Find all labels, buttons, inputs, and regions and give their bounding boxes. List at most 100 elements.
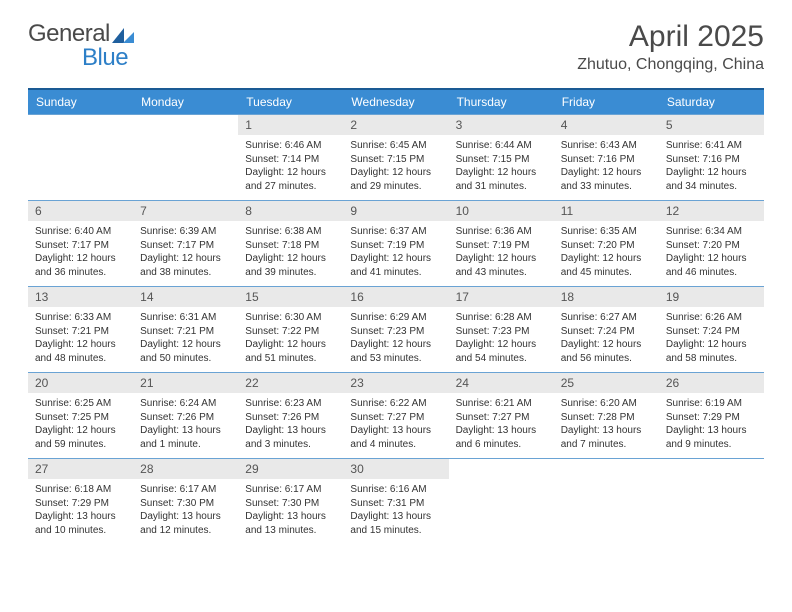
day-number: 26 <box>659 373 764 393</box>
month-title: April 2025 <box>577 20 764 54</box>
calendar-day-cell: 4Sunrise: 6:43 AMSunset: 7:16 PMDaylight… <box>554 115 659 201</box>
day-number: 24 <box>449 373 554 393</box>
logo-blue-row: Blue <box>28 44 128 72</box>
day-details: Sunrise: 6:31 AMSunset: 7:21 PMDaylight:… <box>133 307 238 369</box>
day-details: Sunrise: 6:29 AMSunset: 7:23 PMDaylight:… <box>343 307 448 369</box>
day-details: Sunrise: 6:25 AMSunset: 7:25 PMDaylight:… <box>28 393 133 455</box>
day-details: Sunrise: 6:45 AMSunset: 7:15 PMDaylight:… <box>343 135 448 197</box>
calendar-day-cell: 7Sunrise: 6:39 AMSunset: 7:17 PMDaylight… <box>133 201 238 287</box>
day-details: Sunrise: 6:46 AMSunset: 7:14 PMDaylight:… <box>238 135 343 197</box>
calendar-table: SundayMondayTuesdayWednesdayThursdayFrid… <box>28 88 764 545</box>
calendar-day-cell: 19Sunrise: 6:26 AMSunset: 7:24 PMDayligh… <box>659 287 764 373</box>
calendar-week-row: 1Sunrise: 6:46 AMSunset: 7:14 PMDaylight… <box>28 115 764 201</box>
weekday-header: Tuesday <box>238 89 343 115</box>
calendar-day-cell: 17Sunrise: 6:28 AMSunset: 7:23 PMDayligh… <box>449 287 554 373</box>
weekday-header: Thursday <box>449 89 554 115</box>
calendar-week-row: 13Sunrise: 6:33 AMSunset: 7:21 PMDayligh… <box>28 287 764 373</box>
day-details: Sunrise: 6:16 AMSunset: 7:31 PMDaylight:… <box>343 479 448 541</box>
calendar-day-cell: 2Sunrise: 6:45 AMSunset: 7:15 PMDaylight… <box>343 115 448 201</box>
day-number: 28 <box>133 459 238 479</box>
calendar-day-cell: 28Sunrise: 6:17 AMSunset: 7:30 PMDayligh… <box>133 459 238 545</box>
day-number: 13 <box>28 287 133 307</box>
calendar-day-cell <box>449 459 554 545</box>
day-number: 20 <box>28 373 133 393</box>
day-details: Sunrise: 6:18 AMSunset: 7:29 PMDaylight:… <box>28 479 133 541</box>
calendar-day-cell: 10Sunrise: 6:36 AMSunset: 7:19 PMDayligh… <box>449 201 554 287</box>
day-details: Sunrise: 6:44 AMSunset: 7:15 PMDaylight:… <box>449 135 554 197</box>
calendar-week-row: 6Sunrise: 6:40 AMSunset: 7:17 PMDaylight… <box>28 201 764 287</box>
calendar-day-cell: 25Sunrise: 6:20 AMSunset: 7:28 PMDayligh… <box>554 373 659 459</box>
day-number: 19 <box>659 287 764 307</box>
calendar-day-cell: 22Sunrise: 6:23 AMSunset: 7:26 PMDayligh… <box>238 373 343 459</box>
day-number: 6 <box>28 201 133 221</box>
day-details: Sunrise: 6:41 AMSunset: 7:16 PMDaylight:… <box>659 135 764 197</box>
day-details: Sunrise: 6:33 AMSunset: 7:21 PMDaylight:… <box>28 307 133 369</box>
day-details: Sunrise: 6:27 AMSunset: 7:24 PMDaylight:… <box>554 307 659 369</box>
calendar-day-cell <box>659 459 764 545</box>
calendar-day-cell: 26Sunrise: 6:19 AMSunset: 7:29 PMDayligh… <box>659 373 764 459</box>
day-details: Sunrise: 6:19 AMSunset: 7:29 PMDaylight:… <box>659 393 764 455</box>
day-number: 1 <box>238 115 343 135</box>
calendar-day-cell: 14Sunrise: 6:31 AMSunset: 7:21 PMDayligh… <box>133 287 238 373</box>
day-details: Sunrise: 6:35 AMSunset: 7:20 PMDaylight:… <box>554 221 659 283</box>
location: Zhutuo, Chongqing, China <box>577 56 764 74</box>
calendar-day-cell: 21Sunrise: 6:24 AMSunset: 7:26 PMDayligh… <box>133 373 238 459</box>
day-number: 16 <box>343 287 448 307</box>
day-details: Sunrise: 6:37 AMSunset: 7:19 PMDaylight:… <box>343 221 448 283</box>
day-number: 7 <box>133 201 238 221</box>
logo-text-blue: Blue <box>82 44 128 71</box>
title-block: April 2025 Zhutuo, Chongqing, China <box>577 20 764 74</box>
weekday-header: Sunday <box>28 89 133 115</box>
calendar-day-cell: 16Sunrise: 6:29 AMSunset: 7:23 PMDayligh… <box>343 287 448 373</box>
calendar-day-cell: 20Sunrise: 6:25 AMSunset: 7:25 PMDayligh… <box>28 373 133 459</box>
calendar-day-cell: 1Sunrise: 6:46 AMSunset: 7:14 PMDaylight… <box>238 115 343 201</box>
calendar-day-cell: 8Sunrise: 6:38 AMSunset: 7:18 PMDaylight… <box>238 201 343 287</box>
day-number: 11 <box>554 201 659 221</box>
calendar-week-row: 20Sunrise: 6:25 AMSunset: 7:25 PMDayligh… <box>28 373 764 459</box>
day-details: Sunrise: 6:24 AMSunset: 7:26 PMDaylight:… <box>133 393 238 455</box>
day-details: Sunrise: 6:17 AMSunset: 7:30 PMDaylight:… <box>238 479 343 541</box>
weekday-header: Wednesday <box>343 89 448 115</box>
day-number: 17 <box>449 287 554 307</box>
day-details: Sunrise: 6:36 AMSunset: 7:19 PMDaylight:… <box>449 221 554 283</box>
calendar-day-cell: 27Sunrise: 6:18 AMSunset: 7:29 PMDayligh… <box>28 459 133 545</box>
calendar-day-cell: 30Sunrise: 6:16 AMSunset: 7:31 PMDayligh… <box>343 459 448 545</box>
calendar-day-cell <box>554 459 659 545</box>
day-details: Sunrise: 6:28 AMSunset: 7:23 PMDaylight:… <box>449 307 554 369</box>
calendar-day-cell: 5Sunrise: 6:41 AMSunset: 7:16 PMDaylight… <box>659 115 764 201</box>
weekday-header: Saturday <box>659 89 764 115</box>
day-number: 14 <box>133 287 238 307</box>
day-number: 21 <box>133 373 238 393</box>
calendar-day-cell <box>28 115 133 201</box>
day-number: 2 <box>343 115 448 135</box>
day-details: Sunrise: 6:34 AMSunset: 7:20 PMDaylight:… <box>659 221 764 283</box>
day-number: 29 <box>238 459 343 479</box>
calendar-day-cell: 11Sunrise: 6:35 AMSunset: 7:20 PMDayligh… <box>554 201 659 287</box>
day-details: Sunrise: 6:23 AMSunset: 7:26 PMDaylight:… <box>238 393 343 455</box>
day-number: 12 <box>659 201 764 221</box>
calendar-day-cell: 15Sunrise: 6:30 AMSunset: 7:22 PMDayligh… <box>238 287 343 373</box>
calendar-day-cell: 12Sunrise: 6:34 AMSunset: 7:20 PMDayligh… <box>659 201 764 287</box>
calendar-day-cell: 24Sunrise: 6:21 AMSunset: 7:27 PMDayligh… <box>449 373 554 459</box>
day-details: Sunrise: 6:20 AMSunset: 7:28 PMDaylight:… <box>554 393 659 455</box>
calendar-day-cell: 23Sunrise: 6:22 AMSunset: 7:27 PMDayligh… <box>343 373 448 459</box>
header: General April 2025 Zhutuo, Chongqing, Ch… <box>28 20 764 74</box>
calendar-week-row: 27Sunrise: 6:18 AMSunset: 7:29 PMDayligh… <box>28 459 764 545</box>
day-details: Sunrise: 6:43 AMSunset: 7:16 PMDaylight:… <box>554 135 659 197</box>
day-number: 9 <box>343 201 448 221</box>
calendar-day-cell: 29Sunrise: 6:17 AMSunset: 7:30 PMDayligh… <box>238 459 343 545</box>
day-number: 27 <box>28 459 133 479</box>
day-details: Sunrise: 6:30 AMSunset: 7:22 PMDaylight:… <box>238 307 343 369</box>
day-number: 22 <box>238 373 343 393</box>
day-number: 30 <box>343 459 448 479</box>
day-details: Sunrise: 6:26 AMSunset: 7:24 PMDaylight:… <box>659 307 764 369</box>
calendar-header-row: SundayMondayTuesdayWednesdayThursdayFrid… <box>28 89 764 115</box>
day-number: 8 <box>238 201 343 221</box>
day-number: 25 <box>554 373 659 393</box>
day-details: Sunrise: 6:38 AMSunset: 7:18 PMDaylight:… <box>238 221 343 283</box>
day-details: Sunrise: 6:17 AMSunset: 7:30 PMDaylight:… <box>133 479 238 541</box>
day-number: 23 <box>343 373 448 393</box>
day-details: Sunrise: 6:39 AMSunset: 7:17 PMDaylight:… <box>133 221 238 283</box>
calendar-day-cell <box>133 115 238 201</box>
calendar-day-cell: 18Sunrise: 6:27 AMSunset: 7:24 PMDayligh… <box>554 287 659 373</box>
